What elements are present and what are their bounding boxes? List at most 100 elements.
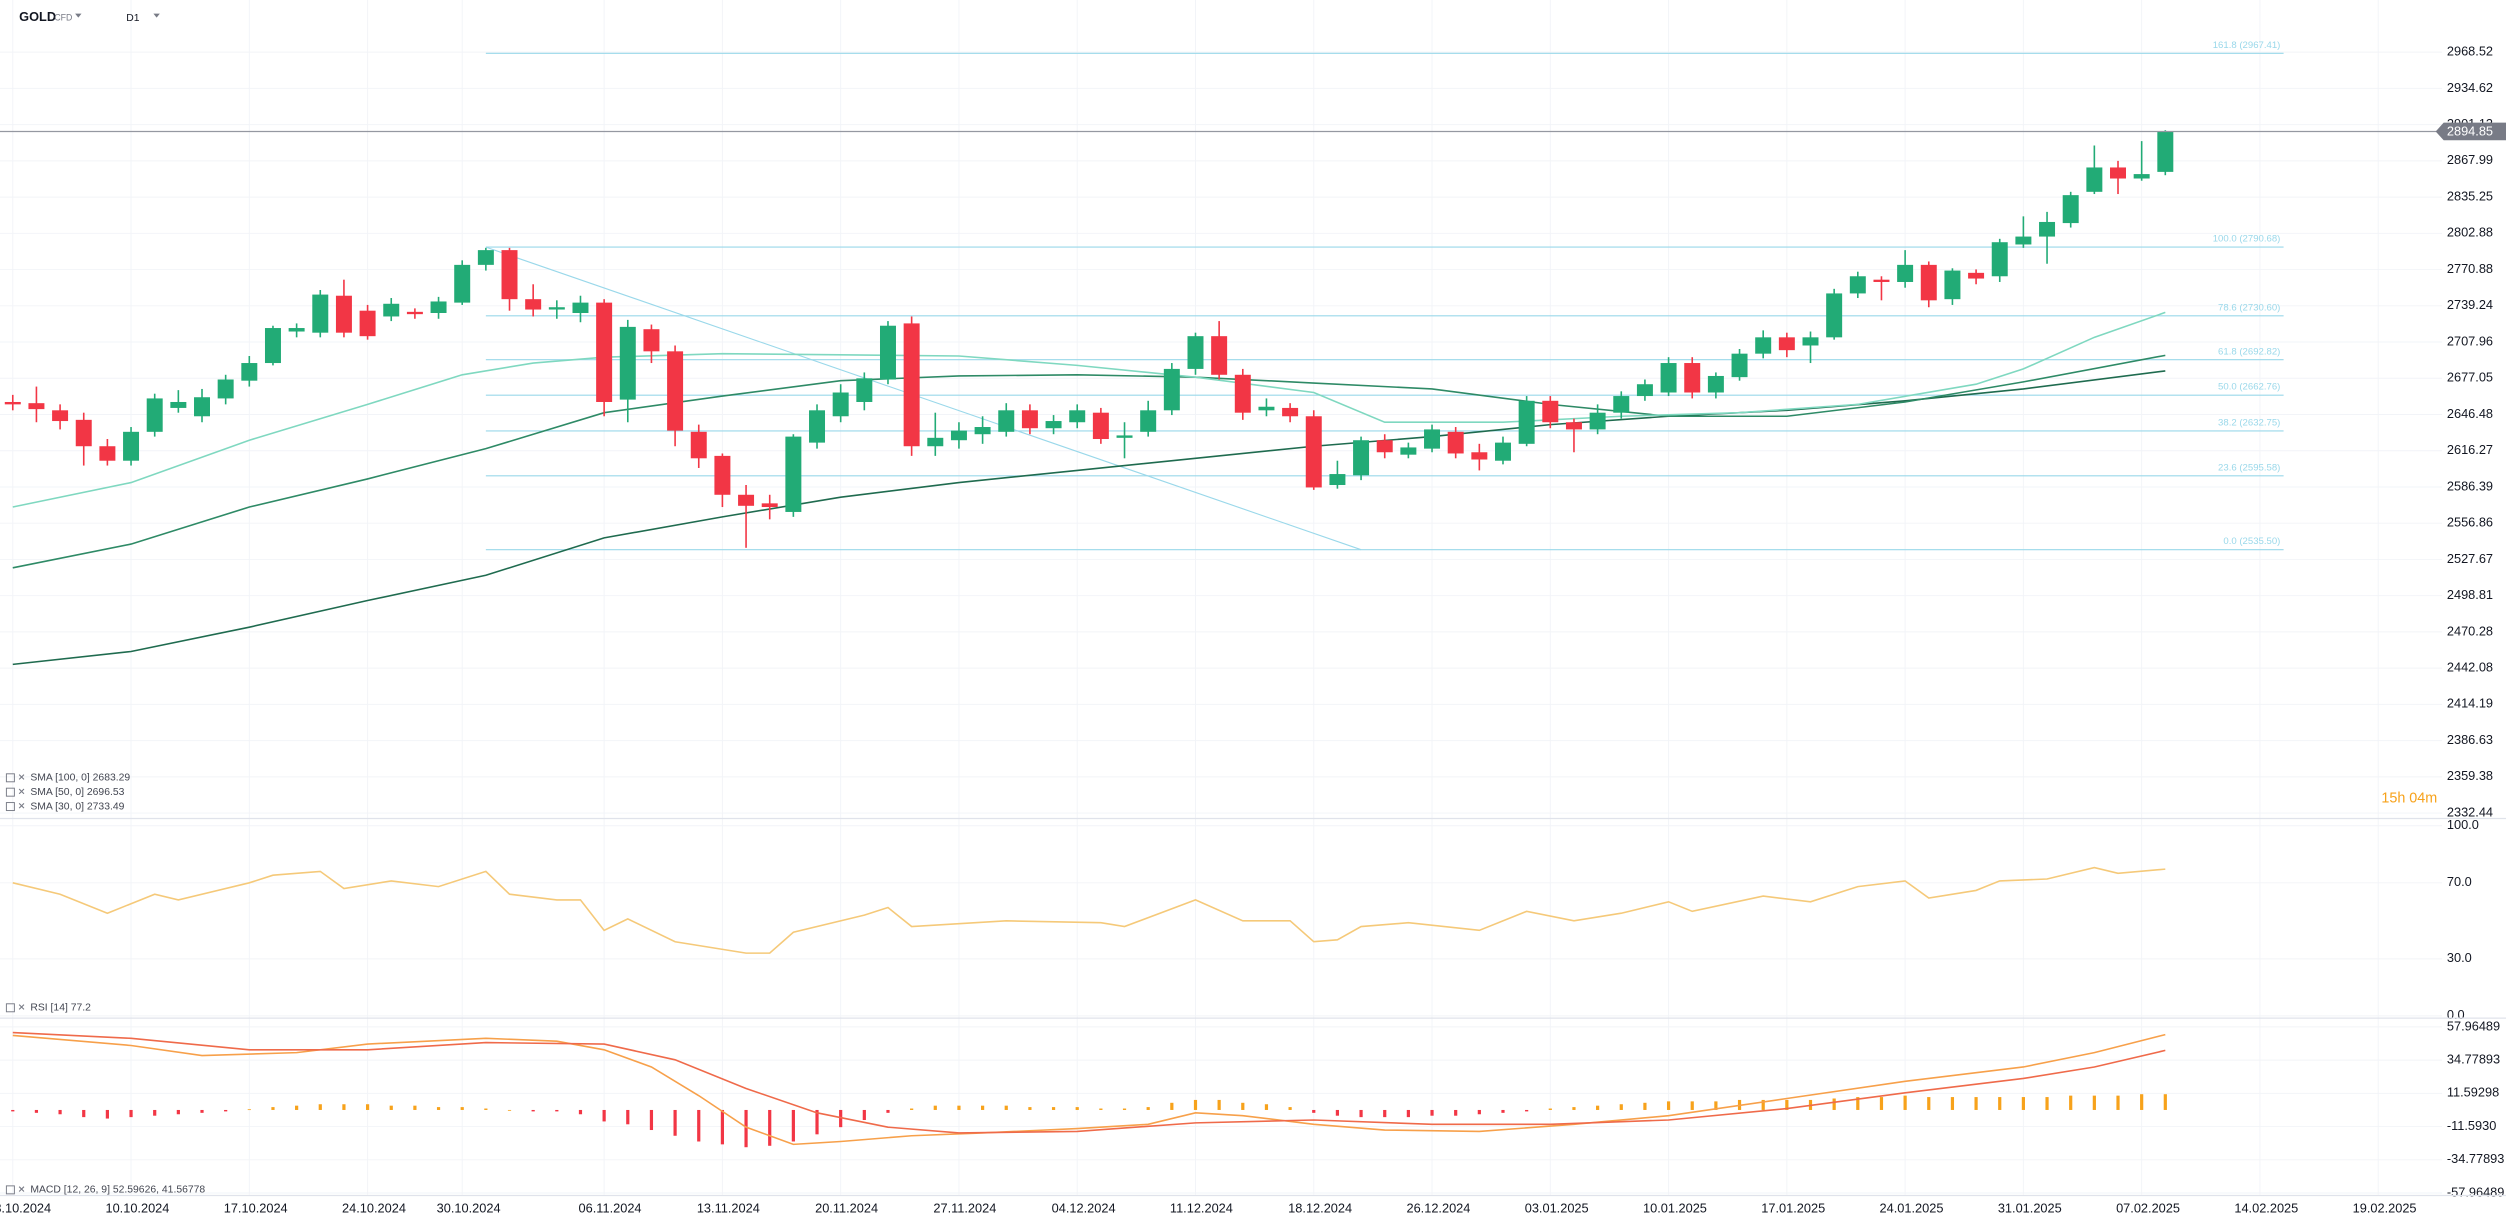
candle-body bbox=[714, 455, 731, 495]
histogram-bar bbox=[1099, 1108, 1103, 1110]
symbol-dropdown[interactable] bbox=[75, 13, 82, 18]
current-price-box bbox=[2435, 122, 2506, 141]
y-tick-label: 2527.67 bbox=[2447, 551, 2493, 566]
candle-body bbox=[1826, 293, 1843, 338]
histogram-bar bbox=[1146, 1107, 1150, 1110]
histogram-bar bbox=[1335, 1109, 1340, 1116]
candle-body bbox=[1495, 442, 1511, 461]
candle-body bbox=[146, 398, 163, 432]
histogram-bar bbox=[649, 1109, 654, 1131]
candle-body bbox=[1376, 440, 1393, 453]
histogram-bar bbox=[11, 1109, 15, 1112]
histogram-bar bbox=[1170, 1102, 1174, 1110]
x-tick-label: 07.02.2025 bbox=[2116, 1200, 2180, 1215]
candle-body bbox=[335, 295, 352, 333]
histogram-bar bbox=[839, 1109, 843, 1128]
candle-body bbox=[1731, 353, 1748, 378]
histogram-bar bbox=[1312, 1109, 1316, 1113]
candle-body bbox=[1045, 421, 1062, 429]
histogram-bar bbox=[153, 1109, 157, 1116]
candle-body bbox=[1542, 400, 1559, 423]
histogram-bar bbox=[1241, 1102, 1245, 1110]
x-tick-label: 13.11.2024 bbox=[697, 1200, 760, 1215]
histogram-bar bbox=[342, 1104, 346, 1110]
legend-text: SMA [30, 0] 2733.49 bbox=[30, 801, 124, 812]
candle-body bbox=[927, 437, 944, 447]
histogram-bar bbox=[791, 1109, 795, 1142]
x-tick-label: 24.10.2024 bbox=[342, 1200, 406, 1215]
candle-body bbox=[1329, 474, 1346, 486]
histogram-bar bbox=[697, 1109, 701, 1142]
candle-body bbox=[1613, 396, 1630, 413]
timeframe[interactable]: D1 bbox=[126, 13, 139, 24]
sma-line bbox=[12, 311, 2166, 508]
fib-label: 23.6 (2595.58) bbox=[2218, 462, 2280, 473]
legend-close bbox=[18, 788, 25, 795]
candle-body bbox=[879, 325, 896, 380]
histogram-bar bbox=[1974, 1097, 1978, 1110]
x-tick-label: 31.01.2025 bbox=[1998, 1200, 2062, 1215]
candle-body bbox=[75, 419, 92, 447]
x-tick-label: 10.01.2025 bbox=[1643, 1200, 1707, 1215]
fib-label: 100.0 (2790.68) bbox=[2213, 234, 2281, 245]
histogram-bar bbox=[720, 1109, 725, 1145]
histogram-bar bbox=[1051, 1107, 1056, 1110]
histogram-bar bbox=[578, 1109, 583, 1115]
x-tick-label: 20.11.2024 bbox=[815, 1200, 878, 1215]
fib-label: 38.2 (2632.75) bbox=[2218, 417, 2280, 428]
y-tick-label: -57.96489 bbox=[2447, 1184, 2505, 1199]
histogram-bar bbox=[862, 1109, 866, 1120]
histogram-bar bbox=[2140, 1094, 2144, 1110]
candle-body bbox=[2015, 236, 2032, 245]
symbol-type: CFD bbox=[54, 13, 72, 23]
x-tick-label: 06.11.2024 bbox=[579, 1200, 642, 1215]
y-tick-label: 2835.25 bbox=[2447, 188, 2493, 203]
x-tick-label: 03.10.2024 bbox=[0, 1200, 51, 1215]
y-tick-label: 2386.63 bbox=[2447, 732, 2493, 747]
candle-body bbox=[1021, 410, 1038, 429]
y-tick-label: 2470.28 bbox=[2447, 623, 2493, 638]
y-tick-label: 2442.08 bbox=[2447, 660, 2493, 675]
histogram-bar bbox=[460, 1107, 464, 1110]
y-tick-label: -34.77893 bbox=[2447, 1151, 2505, 1166]
candle-body bbox=[1447, 431, 1464, 454]
symbol[interactable]: GOLD bbox=[19, 9, 56, 24]
histogram-bar bbox=[1477, 1109, 1481, 1115]
candle-body bbox=[2110, 167, 2126, 179]
histogram-bar bbox=[2069, 1095, 2073, 1110]
y-tick-label: 2332.44 bbox=[2447, 804, 2493, 819]
legend-icon bbox=[5, 1185, 15, 1195]
histogram-bar bbox=[910, 1108, 914, 1110]
candle-body bbox=[1400, 447, 1417, 455]
candle-body bbox=[406, 311, 423, 315]
histogram-bar bbox=[1619, 1104, 1623, 1110]
candle-body bbox=[1163, 368, 1180, 411]
histogram-bar bbox=[1501, 1109, 1505, 1113]
x-tick-label: 19.02.2025 bbox=[2353, 1200, 2417, 1215]
histogram-bar bbox=[1572, 1107, 1576, 1110]
candle-body bbox=[974, 427, 991, 435]
candle-body bbox=[99, 446, 116, 461]
histogram-bar bbox=[1714, 1101, 1718, 1110]
candle-body bbox=[4, 401, 21, 405]
legend-icon bbox=[5, 787, 15, 797]
histogram-bar bbox=[1028, 1107, 1032, 1110]
histogram-bar bbox=[1832, 1098, 1836, 1110]
y-tick-label: 2586.39 bbox=[2447, 478, 2493, 493]
legend-close bbox=[18, 802, 25, 809]
histogram-bar bbox=[82, 1109, 86, 1118]
fib-label: 78.6 (2730.60) bbox=[2218, 302, 2280, 313]
timeframe-dropdown[interactable] bbox=[153, 13, 160, 18]
histogram-bar bbox=[1643, 1102, 1647, 1110]
histogram-bar bbox=[176, 1109, 180, 1115]
candle-body bbox=[1589, 412, 1606, 430]
candle-body bbox=[217, 379, 234, 399]
y-tick-label: 70.0 bbox=[2447, 874, 2472, 889]
candle-body bbox=[1778, 337, 1795, 351]
candle-body bbox=[1707, 375, 1724, 393]
x-tick-label: 17.01.2025 bbox=[1761, 1200, 1825, 1215]
candle-body bbox=[832, 392, 849, 417]
histogram-bar bbox=[318, 1104, 322, 1110]
candle-body bbox=[477, 250, 494, 265]
candle-body bbox=[1305, 416, 1322, 488]
